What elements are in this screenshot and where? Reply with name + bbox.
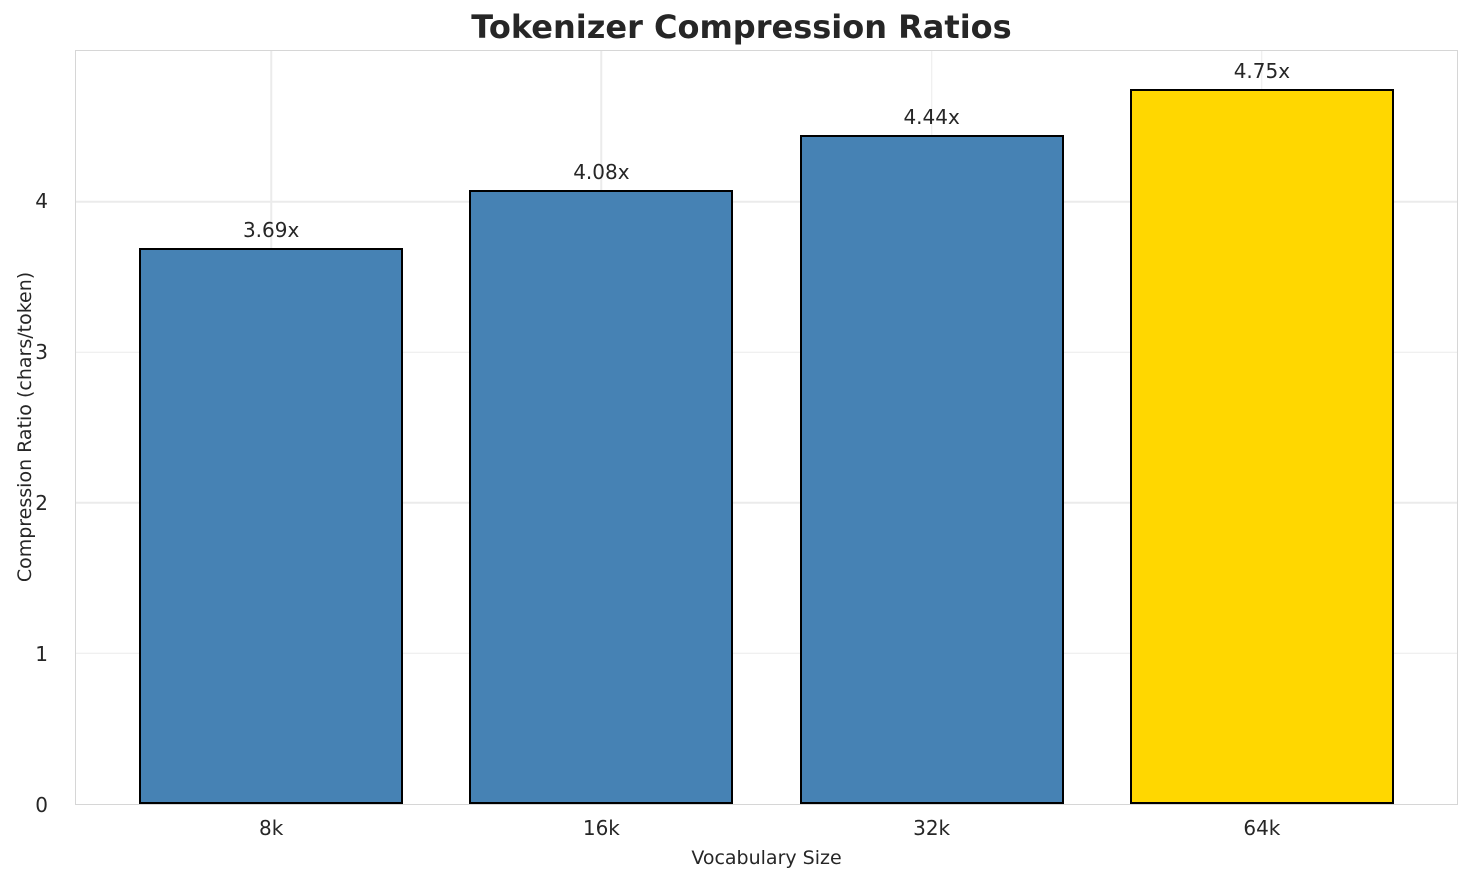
- y-tick-label: 2: [35, 491, 48, 515]
- bar-slot-16k: 4.08x 16k: [436, 51, 766, 840]
- x-axis-label: Vocabulary Size: [691, 847, 842, 869]
- y-tick-label: 0: [35, 793, 48, 817]
- y-axis-ticks: 0 1 2 3 4: [0, 50, 62, 817]
- chart-title: Tokenizer Compression Ratios: [471, 8, 1012, 46]
- bar-slot-64k: 4.75x 64k: [1097, 51, 1427, 840]
- bar-64k: [1129, 88, 1394, 804]
- bar-value-label-16k: 4.08x: [573, 159, 630, 184]
- bar-slot-8k: 3.69x 8k: [106, 51, 436, 840]
- gridline-horizontal: [76, 652, 1457, 655]
- bar-value-label-64k: 4.75x: [1233, 58, 1291, 83]
- y-tick-label: 1: [35, 642, 48, 666]
- bar-8k: [139, 248, 404, 804]
- plot-area: 3.69x 8k 4.08x 16k 4.44x 32k 4.75x 64k: [75, 50, 1458, 840]
- bar-value-label-32k: 4.44x: [903, 105, 960, 130]
- bar-value-label-8k: 3.69x: [242, 218, 300, 243]
- bar-16k: [469, 189, 734, 804]
- x-tick-label-64k: 64k: [1243, 816, 1281, 840]
- y-tick-label: 4: [35, 189, 48, 213]
- bar-32k: [799, 135, 1064, 804]
- y-tick-label: 3: [35, 340, 48, 364]
- bars: 3.69x 8k 4.08x 16k 4.44x 32k 4.75x 64k: [76, 51, 1457, 840]
- x-tick-label-32k: 32k: [913, 816, 951, 840]
- gridlines: [76, 51, 1457, 804]
- gridline-horizontal: [76, 200, 1457, 203]
- gridline-horizontal: [76, 351, 1457, 353]
- gridline-horizontal: [76, 502, 1457, 504]
- x-tick-label-8k: 8k: [258, 816, 284, 840]
- x-tick-label-16k: 16k: [582, 816, 620, 840]
- bar-slot-32k: 4.44x 32k: [767, 51, 1097, 840]
